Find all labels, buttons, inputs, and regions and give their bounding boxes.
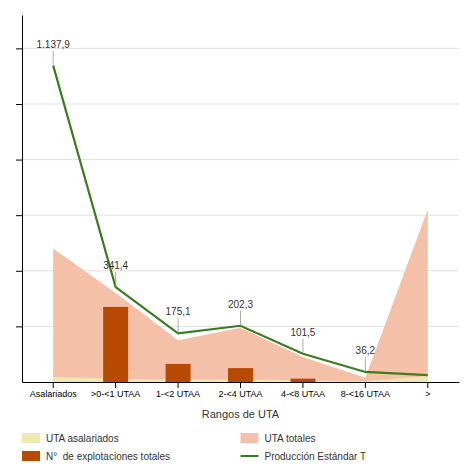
grid-line [22,103,459,104]
data-label: 202,3 [228,299,253,310]
leader-line [115,272,116,287]
legend-swatch [22,433,40,443]
legend-item: UTA totales [241,433,316,444]
legend-label: N° de explotaciones totales [46,451,170,462]
x-tick-label: > [425,389,430,399]
bar [353,382,378,383]
leader-line [178,318,179,333]
y-tick-mark [16,160,22,161]
x-tick: > [425,382,430,399]
x-tick-mark [427,382,428,388]
chart: 1.137,9 341,4 175,1 202,3 101,5 36,2 Asalariad… [0,0,474,474]
x-tick-mark [53,382,54,388]
data-label: 36,2 [356,345,376,356]
y-tick-mark [16,326,22,327]
x-tick-label: 2-<4 UTAA [218,389,262,399]
x-tick: Asalariados [30,382,78,399]
y-tick-mark [16,215,22,216]
x-tick: 1-<2 UTAA [156,382,200,399]
legend-label: Producción Estándar T [265,451,367,462]
plot: 1.137,9 341,4 175,1 202,3 101,5 36,2 Asalariad… [16,16,460,421]
bar [415,382,440,383]
grid-line [22,215,459,216]
x-tick: 4-<8 UTAA [281,382,325,399]
y-axis [16,16,23,383]
area [53,210,428,382]
x-tick-label: 8-<16 UTAA [341,389,390,399]
bar [228,368,253,382]
x-tick-mark [240,382,241,388]
data-labels: 1.137,9 341,4 175,1 202,3 101,5 36,2 [37,39,376,372]
legend: UTA asalariados UTA totales N° de explotac… [22,433,366,462]
data-label: 341,4 [103,260,128,271]
grid-line [22,270,459,271]
leader-line [365,357,366,372]
x-tick-mark [302,382,303,388]
x-tick-mark [115,382,116,388]
y-tick [16,326,22,327]
legend-item: UTA asalariados [22,433,119,444]
y-tick [16,271,22,272]
leader-line [53,51,54,66]
y-tick-mark [16,48,22,49]
legend-swatch [241,433,259,443]
data-label: 175,1 [166,306,191,317]
leader-line [240,311,241,326]
y-tick-mark [16,271,22,272]
legend-item: Producción Estándar T [241,451,367,462]
leader-line [302,339,303,354]
y-tick [16,160,22,161]
grid-line [22,48,459,49]
grid-line [22,159,459,160]
y-tick [16,215,22,216]
x-axis-title: Rangos de UTA [202,408,280,420]
bar [41,382,66,383]
legend-label: UTA totales [265,433,316,444]
x-tick-mark [178,382,179,388]
bar [103,307,128,382]
x-axis: Asalariados >0-<1 UTAA 1-<2 UTAA 2-<4 UTAA 4… [23,382,460,399]
x-tick-mark [365,382,366,388]
legend-item: N° de explotaciones totales [22,451,170,462]
line [53,66,428,375]
x-tick: 2-<4 UTAA [218,382,262,399]
y-tick [16,48,22,49]
bar [166,364,191,382]
legend-swatch [241,455,259,457]
x-tick-label: 4-<8 UTAA [281,389,325,399]
x-tick-label: >0-<1 UTAA [91,389,140,399]
x-tick: 8-<16 UTAA [341,382,390,399]
marks [53,66,428,382]
data-label: 101,5 [290,327,315,338]
y-axis-line [22,16,23,383]
bar [290,379,315,382]
x-tick-label: 1-<2 UTAA [156,389,200,399]
y-tick-mark [16,104,22,105]
legend-swatch [22,451,40,461]
x-tick: >0-<1 UTAA [91,382,140,399]
data-label: 1.137,9 [37,39,71,50]
x-tick-label: Asalariados [30,389,78,399]
y-tick [16,104,22,105]
legend-label: UTA asalariados [46,433,119,444]
